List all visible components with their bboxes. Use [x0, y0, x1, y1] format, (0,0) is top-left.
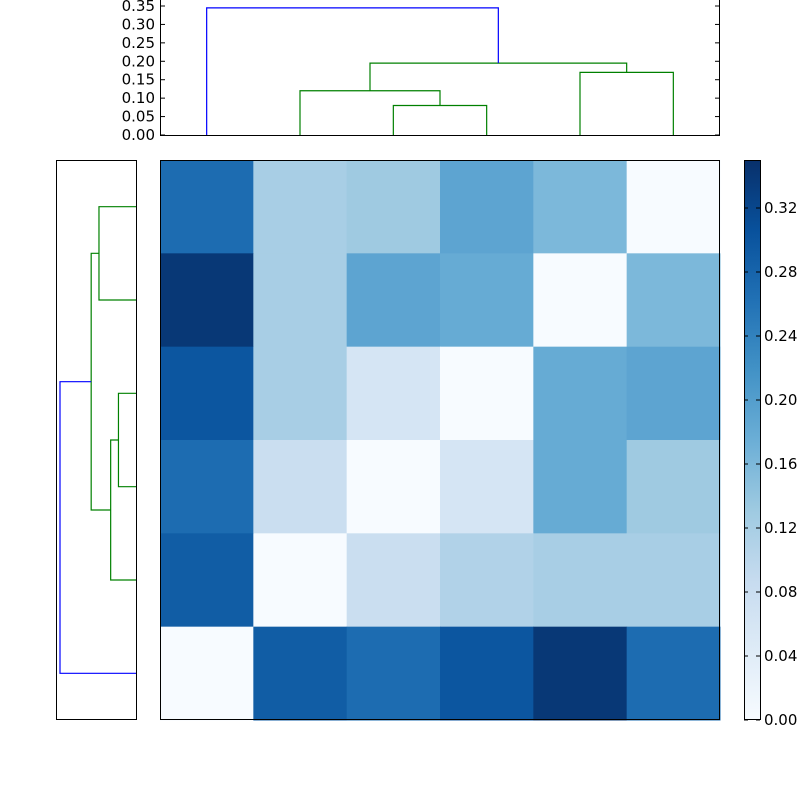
colorbar-tick-label: 0.16 — [764, 455, 797, 473]
heatmap-cell — [346, 440, 441, 534]
top-dendrogram-link — [369, 62, 628, 91]
top-dendrogram-tick-label: 0.20 — [122, 52, 155, 70]
colorbar-tick-label: 0.08 — [764, 583, 797, 601]
colorbar-tick-label: 0.04 — [764, 647, 797, 665]
top-dendrogram-link — [579, 71, 674, 135]
heatmap-cell — [626, 253, 721, 348]
heatmap-cell — [440, 160, 534, 254]
heatmap-cell — [626, 533, 721, 628]
heatmap-cell — [253, 346, 348, 441]
heatmap-cell — [160, 440, 254, 534]
left-dendrogram-link — [90, 252, 111, 511]
colorbar-tick-label: 0.12 — [764, 519, 797, 537]
heatmap-cell — [440, 346, 534, 441]
top-dendrogram-links — [206, 7, 674, 135]
heatmap-cell — [346, 253, 441, 348]
colorbar-tick-label: 0.28 — [764, 263, 797, 281]
heatmap-cells — [160, 160, 721, 721]
left-dendrogram-links — [59, 206, 136, 674]
top-dendrogram-frame — [160, 0, 720, 136]
top-dendrogram-tick-label: 0.10 — [122, 89, 155, 107]
left-dendrogram-link — [117, 392, 136, 488]
top-dendrogram-y-ticks: 0.000.050.100.150.200.250.300.35 — [122, 0, 720, 144]
top-dendrogram-tick-label: 0.00 — [122, 126, 155, 144]
heatmap-cell — [533, 533, 628, 628]
colorbar-panel: 0.00 0.04 0.08 0.12 0.16 0.20 0.24 0.28 0.32 — [744, 160, 797, 729]
top-dendrogram-link — [299, 90, 441, 135]
colorbar-gradient — [744, 160, 761, 720]
left-dendrogram-link — [110, 439, 136, 581]
heatmap-cell — [346, 626, 441, 721]
left-dendrogram-link — [98, 206, 136, 301]
heatmap-cell — [533, 346, 628, 441]
colorbar-ticks: 0.00 0.04 0.08 0.12 0.16 0.20 0.24 0.28 0.32 — [744, 199, 797, 729]
heatmap-cell — [626, 346, 721, 441]
heatmap-cell — [253, 440, 348, 534]
top-dendrogram-tick-label: 0.30 — [122, 15, 155, 33]
heatmap-cell — [253, 253, 348, 348]
heatmap-cell — [160, 346, 254, 441]
heatmap-cell — [533, 160, 628, 254]
top-dendrogram-link — [206, 7, 499, 135]
heatmap-cell — [253, 160, 348, 254]
top-dendrogram-tick-label: 0.25 — [122, 34, 155, 52]
heatmap-cell — [533, 626, 628, 721]
heatmap-cell — [346, 160, 441, 254]
heatmap-cell — [160, 160, 254, 254]
heatmap-cell — [533, 440, 628, 534]
heatmap-cell — [346, 346, 441, 441]
top-dendrogram-tick-label: 0.35 — [122, 0, 155, 15]
heatmap-cell — [346, 533, 441, 628]
top-dendrogram-link — [392, 104, 488, 135]
heatmap-cell — [440, 253, 534, 348]
left-dendrogram-link — [59, 381, 136, 674]
heatmap-cell — [626, 626, 721, 721]
left-dendrogram-panel — [56, 160, 137, 720]
heatmap-cell — [626, 160, 721, 254]
top-dendrogram-tick-label: 0.05 — [122, 108, 155, 126]
top-dendrogram-tick-label: 0.15 — [122, 71, 155, 89]
top-dendrogram-panel: 0.000.050.100.150.200.250.300.35 — [122, 0, 720, 144]
heatmap-cell — [440, 533, 534, 628]
colorbar-tick-label: 0.00 — [764, 711, 797, 729]
heatmap-cell — [533, 253, 628, 348]
heatmap-panel — [160, 160, 721, 721]
heatmap-cell — [160, 253, 254, 348]
heatmap-frame — [160, 160, 720, 720]
colorbar-tick-label: 0.20 — [764, 391, 797, 409]
heatmap-cell — [440, 626, 534, 721]
heatmap-cell — [160, 626, 254, 721]
colorbar-tick-label: 0.24 — [764, 327, 797, 345]
left-dendrogram-frame — [56, 160, 137, 720]
heatmap-cell — [253, 533, 348, 628]
heatmap-cell — [626, 440, 721, 534]
colorbar-tick-label: 0.32 — [764, 199, 797, 217]
heatmap-cell — [160, 533, 254, 628]
heatmap-cell — [440, 440, 534, 534]
heatmap-cell — [253, 626, 348, 721]
